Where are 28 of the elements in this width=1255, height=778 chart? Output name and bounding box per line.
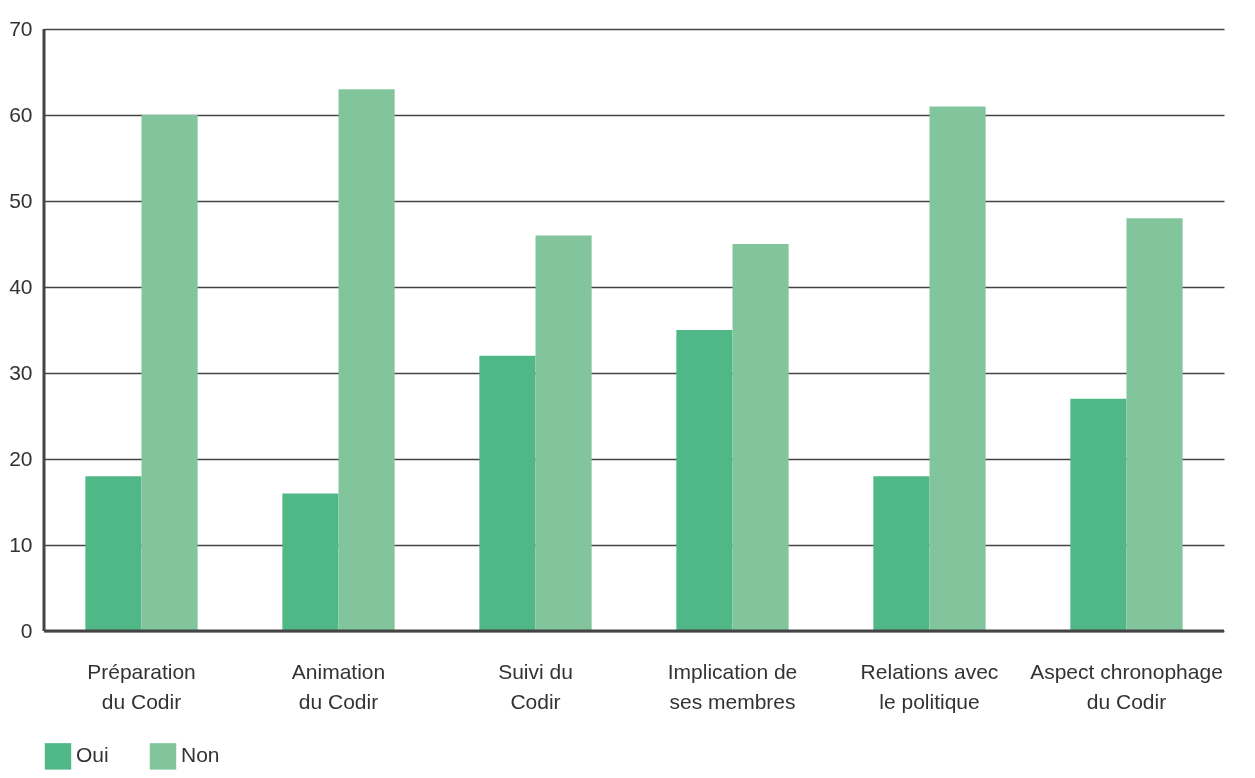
bar xyxy=(732,244,789,631)
bar xyxy=(282,493,339,631)
legend-label: Oui xyxy=(76,743,109,767)
bar xyxy=(535,235,592,631)
x-tick-label: Suivi du Codir xyxy=(498,659,573,713)
bar xyxy=(929,106,986,631)
y-tick-label: 60 xyxy=(9,102,33,126)
x-tick-label: Relations avec le politique xyxy=(860,659,999,713)
x-tick-label: Préparation du Codir xyxy=(87,659,196,713)
y-tick-label: 70 xyxy=(9,16,33,40)
y-tick-label: 30 xyxy=(9,360,33,384)
bar xyxy=(676,330,733,631)
bar xyxy=(873,476,930,631)
x-tick-label: Implication de ses membres xyxy=(667,659,798,713)
bar xyxy=(338,89,395,631)
legend-label: Non xyxy=(181,743,220,767)
bar xyxy=(1070,398,1127,631)
y-tick-label: 10 xyxy=(9,532,33,556)
bar xyxy=(85,476,142,631)
bar xyxy=(479,355,536,631)
bar xyxy=(141,115,198,631)
y-tick-label: 0 xyxy=(20,618,33,642)
y-tick-label: 40 xyxy=(9,274,33,298)
x-tick-label: Aspect chronophage du Codir xyxy=(1030,659,1223,713)
y-tick-label: 50 xyxy=(9,188,33,212)
y-tick-label: 20 xyxy=(9,446,33,470)
x-tick-label: Animation du Codir xyxy=(291,659,386,713)
bar xyxy=(1126,218,1183,631)
